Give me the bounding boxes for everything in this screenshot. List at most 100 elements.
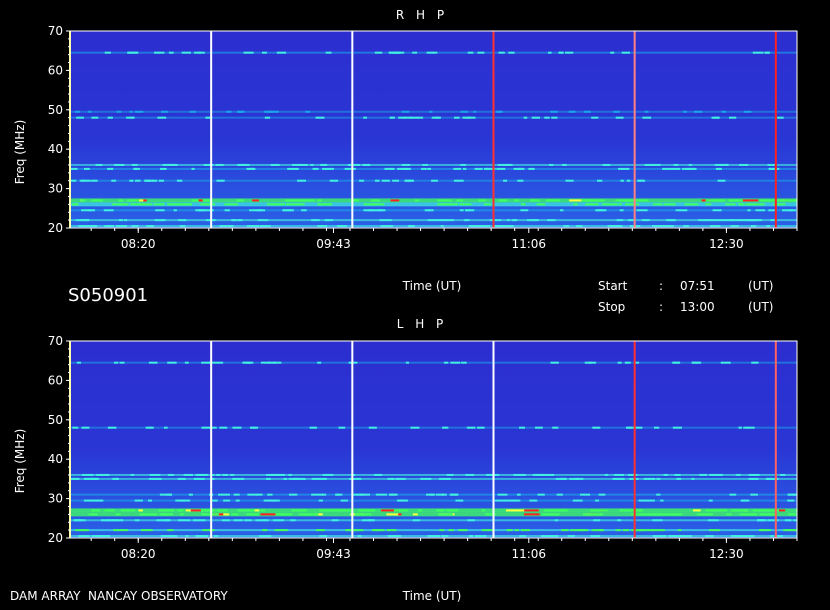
lhp-band-8-speckle: [757, 519, 764, 522]
lhp-band-9-speckle: [520, 529, 530, 532]
lhp-band-6-speckle: [104, 509, 115, 512]
rhp-band-5-speckle: [381, 179, 390, 182]
lhp-band-4-speckle: [598, 493, 606, 496]
rhp-band-5-speckle: [134, 179, 141, 182]
lhp-band-1-speckle: [232, 426, 242, 429]
lhp-band-5-speckle: [397, 499, 405, 502]
lhp-band-2-speckle: [663, 473, 668, 476]
rhp-band-6: [70, 198, 797, 203]
rhp-band-9-speckle: [730, 219, 734, 222]
lhp-band-7-speckle: [673, 513, 678, 516]
lhp-band-4-speckle: [321, 493, 327, 496]
rhp-band-6-speckle: [569, 199, 582, 202]
rhp-band-6-speckle: [127, 199, 140, 202]
rhp-band-2-speckle: [728, 116, 737, 119]
lhp-x-tick-label-0: 08:20: [121, 547, 156, 561]
lhp-band-6-speckle: [190, 509, 201, 512]
rhp-band-10-speckle: [131, 225, 139, 228]
rhp-band-4-speckle: [462, 167, 467, 170]
rhp-band-7-speckle: [363, 203, 376, 206]
rhp-band-0-speckle: [397, 51, 405, 54]
rhp-band-10-speckle: [146, 225, 155, 228]
lhp-band-0-speckle: [243, 361, 251, 364]
lhp-y-label: Freq (MHz): [13, 429, 27, 494]
rhp-band-6-speckle: [118, 199, 124, 202]
lhp-band-10-speckle: [196, 535, 209, 538]
rhp-band-10-speckle: [380, 225, 393, 228]
lhp-band-1-speckle: [592, 426, 601, 429]
lhp-band-5-speckle: [92, 499, 102, 502]
start-time: 07:51: [680, 279, 715, 293]
lhp-y-axis: 20 30 40 50 60 70: [48, 334, 70, 545]
lhp-band-10-speckle: [679, 535, 692, 538]
lhp-band-10-speckle: [185, 535, 189, 538]
lhp-band-9-speckle: [113, 529, 119, 532]
rhp-band-0-speckle: [374, 51, 383, 54]
rhp-band-5-speckle: [392, 179, 400, 182]
rhp-band-8-speckle: [155, 209, 165, 212]
rhp-x-label: Time (UT): [402, 279, 462, 293]
lhp-band-7-speckle: [139, 513, 158, 516]
lhp-band-4-speckle: [429, 493, 434, 496]
lhp-band-2-speckle: [168, 473, 174, 476]
lhp-y-tick-label-2: 40: [48, 452, 63, 466]
lhp-band-3-speckle: [676, 477, 682, 480]
lhp-band-9-speckle: [140, 529, 153, 532]
lhp-y-tick-label-4: 60: [48, 373, 63, 387]
rhp-band-9-speckle: [744, 219, 755, 222]
rhp-band-7-speckle: [739, 203, 745, 206]
lhp-band-1-speckle: [163, 426, 168, 429]
rhp-band-1-speckle: [129, 110, 133, 113]
rhp-band-2-speckle: [409, 116, 419, 119]
lhp-band-4-speckle: [165, 493, 172, 496]
lhp-band-1-speckle: [534, 426, 543, 429]
lhp-band-7-speckle: [160, 513, 173, 516]
rhp-band-10-speckle: [246, 225, 260, 228]
lhp-band-5-speckle: [529, 499, 538, 502]
rhp-band-5-speckle: [359, 179, 365, 182]
lhp-band-10-speckle: [214, 535, 219, 538]
rhp-band-6-speckle: [498, 199, 507, 202]
lhp-band-3-speckle: [232, 477, 245, 480]
lhp-band-10-speckle: [427, 535, 440, 538]
rhp-band-5-speckle: [565, 179, 574, 182]
rhp-band-0-speckle: [261, 51, 267, 54]
rhp-band-7-speckle: [618, 203, 622, 206]
rhp-band-4-speckle: [528, 167, 535, 170]
lhp-band-6-speckle: [417, 509, 423, 512]
rhp-band-1-speckle: [613, 110, 620, 113]
rhp-band-0-speckle: [467, 51, 474, 54]
lhp-band-4-speckle: [580, 493, 591, 496]
rhp-band-4-speckle: [191, 167, 195, 170]
rhp-band-10-speckle: [104, 225, 114, 228]
lhp-band-1-speckle: [625, 426, 632, 429]
rhp-band-10-speckle: [661, 225, 674, 228]
lhp-band-3-speckle: [288, 477, 297, 480]
rhp-band-8-speckle: [465, 209, 471, 212]
lhp-band-4-speckle: [435, 493, 445, 496]
lhp-band-5-speckle: [181, 499, 191, 502]
lhp-band-8-speckle: [263, 519, 269, 522]
rhp-band-3-speckle: [401, 163, 411, 166]
rhp-band-6-speckle: [252, 199, 259, 202]
lhp-band-6-speckle: [91, 509, 101, 512]
lhp-band-6-speckle: [520, 509, 539, 512]
lhp-band-2-speckle: [543, 473, 554, 476]
lhp-band-0-speckle: [443, 361, 449, 364]
lhp-band-10-speckle: [91, 535, 105, 538]
rhp-band-3-speckle: [132, 163, 138, 166]
rhp-band-5-speckle: [431, 179, 438, 182]
lhp-band-3-speckle: [656, 477, 661, 480]
lhp-band-4-speckle: [188, 493, 193, 496]
lhp-band-2-speckle: [374, 473, 381, 476]
lhp-band-9-speckle: [202, 529, 215, 532]
rhp-band-10-speckle: [576, 225, 583, 228]
rhp-band-5-speckle: [404, 179, 414, 182]
lhp-band-3-speckle: [569, 477, 579, 480]
lhp-band-8-speckle: [111, 519, 124, 522]
lhp-band-7-speckle: [582, 513, 599, 516]
lhp-band-5-speckle: [134, 499, 143, 502]
lhp-band-10-speckle: [731, 535, 745, 538]
rhp-band-6-speckle: [371, 199, 380, 202]
rhp-band-8-speckle: [103, 209, 114, 212]
